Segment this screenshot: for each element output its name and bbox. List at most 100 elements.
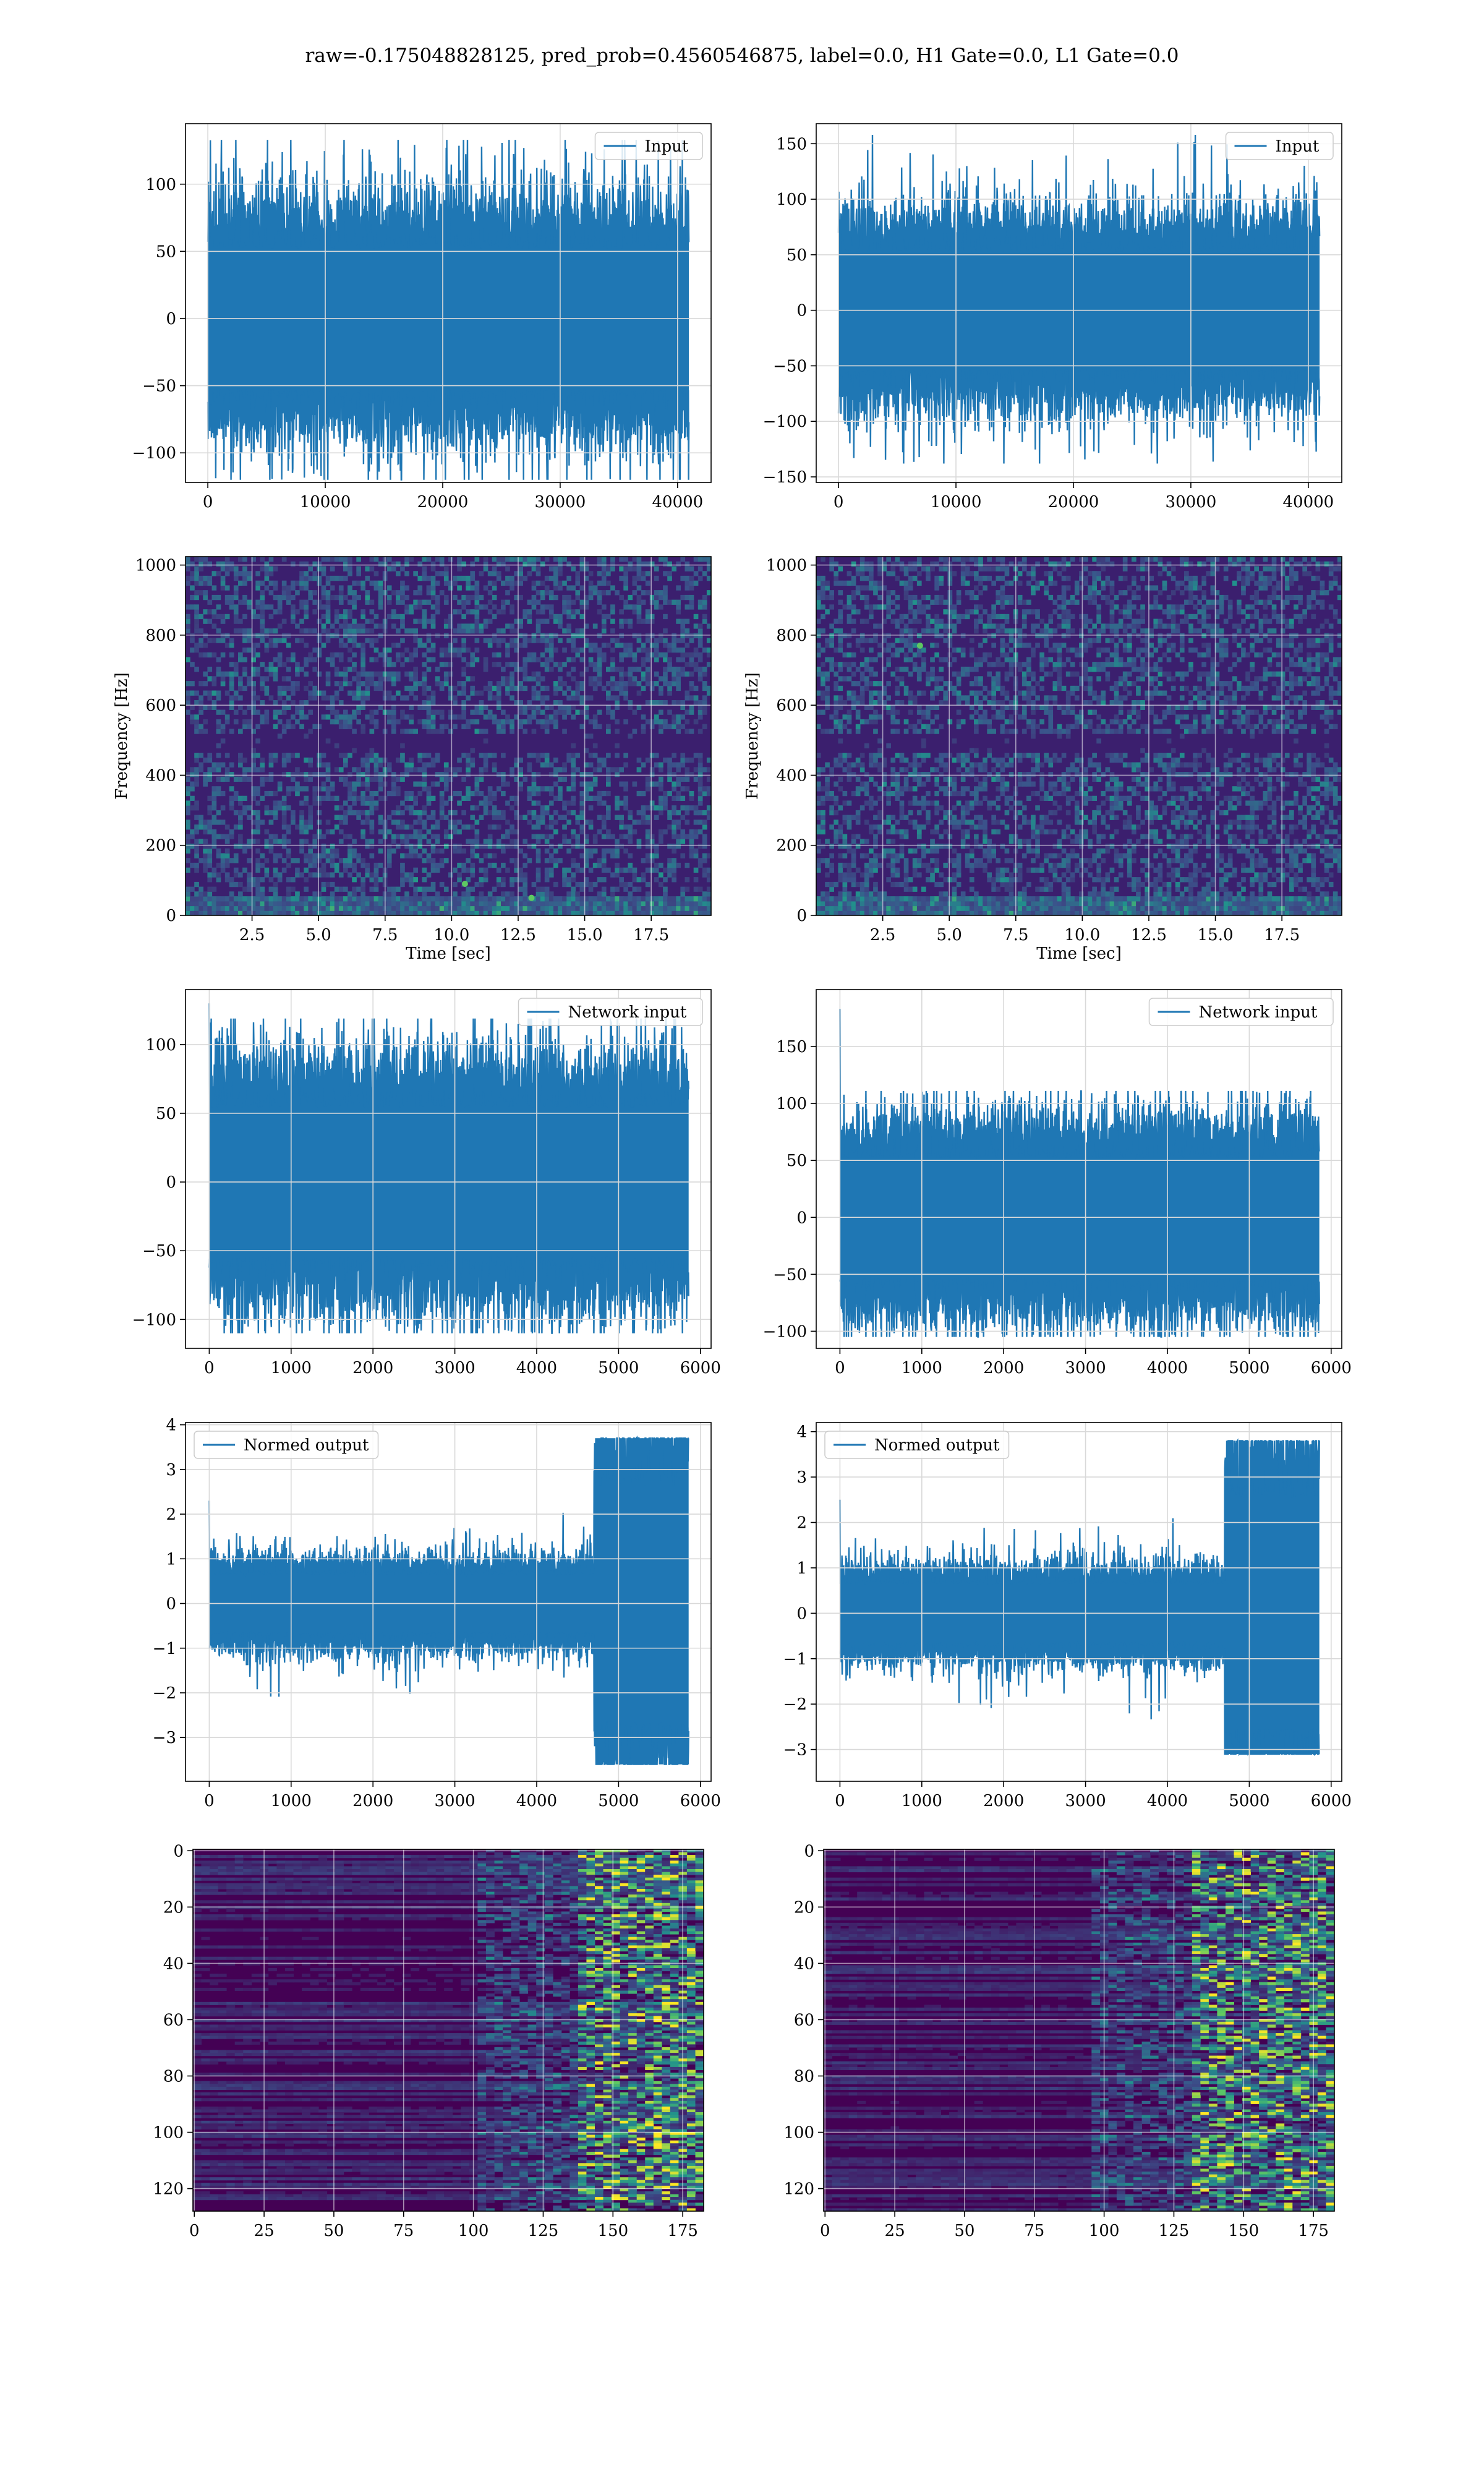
spectrogram-cell xyxy=(535,820,541,825)
spectrogram-cell xyxy=(233,881,239,888)
spectrogram-cell xyxy=(615,839,620,844)
spectrogram-cell xyxy=(916,862,922,868)
spectrogram-cell xyxy=(220,738,226,744)
spectrogram-cell xyxy=(527,609,532,615)
spectrogram-cell xyxy=(291,690,296,696)
spectrogram-cell xyxy=(286,666,291,672)
spectrogram-cell xyxy=(251,767,256,773)
spectrogram-cell xyxy=(623,805,628,811)
spectrogram-cell xyxy=(186,618,190,624)
spectrogram-cell xyxy=(825,580,830,586)
spectrogram-cell xyxy=(186,891,190,897)
spectrogram-cell xyxy=(260,580,265,586)
spectrogram-cell xyxy=(422,719,427,725)
spectrogram-cell xyxy=(186,834,190,839)
spectrogram-cell xyxy=(295,790,300,797)
spectrogram-cell xyxy=(535,580,541,586)
spectrogram-cell xyxy=(571,585,576,591)
spectrogram-cell xyxy=(548,910,554,915)
spectrogram-cell xyxy=(400,594,405,601)
spectrogram-cell xyxy=(247,647,252,653)
spectrogram-cell xyxy=(242,666,247,672)
spectrogram-cell xyxy=(352,666,357,672)
spectrogram-cell xyxy=(684,580,690,586)
spectrogram-cell xyxy=(466,647,471,653)
spectrogram-cell xyxy=(535,891,541,897)
spectrogram-cell xyxy=(365,753,370,758)
spectrogram-cell xyxy=(224,877,230,883)
spectrogram-cell xyxy=(649,839,655,844)
spectrogram-cell xyxy=(522,862,528,868)
spectrogram-cell xyxy=(448,671,453,677)
spectrogram-cell xyxy=(855,571,861,576)
spectrogram-cell xyxy=(260,662,265,667)
spectrogram-cell xyxy=(247,633,252,638)
spectrogram-cell xyxy=(273,585,278,591)
spectrogram-cell xyxy=(535,609,541,615)
spectrogram-cell xyxy=(869,719,874,725)
spectrogram-cell xyxy=(378,795,383,801)
spectrogram-cell xyxy=(693,853,699,858)
spectrogram-cell xyxy=(186,776,190,782)
spectrogram-cell xyxy=(636,901,642,907)
spectrogram-cell xyxy=(597,676,602,682)
spectrogram-cell xyxy=(470,623,475,629)
spectrogram-cell xyxy=(443,662,449,667)
spectrogram-cell xyxy=(286,719,291,725)
spectrogram-cell xyxy=(654,671,659,677)
spectrogram-cell xyxy=(400,872,405,878)
spectrogram-cell xyxy=(255,585,260,591)
spectrogram-cell xyxy=(417,753,423,758)
spectrogram-cell xyxy=(365,590,370,596)
spectrogram-cell xyxy=(672,647,676,653)
spectrogram-cell xyxy=(470,709,475,715)
spectrogram-cell xyxy=(260,594,265,601)
spectrogram-cell xyxy=(579,724,585,729)
spectrogram-cell xyxy=(659,839,663,844)
spectrogram-cell xyxy=(295,867,300,873)
spectrogram-cell xyxy=(851,704,856,710)
spectrogram-cell xyxy=(255,666,260,672)
spectrogram-cell xyxy=(268,695,274,701)
spectrogram-cell xyxy=(409,910,414,915)
spectrogram-cell xyxy=(501,753,506,758)
spectrogram-cell xyxy=(895,910,900,915)
spectrogram-cell xyxy=(255,695,260,701)
spectrogram-cell xyxy=(846,643,852,648)
spectrogram-cell xyxy=(632,557,638,562)
spectrogram-cell xyxy=(295,772,300,777)
spectrogram-cell xyxy=(321,867,326,873)
spectrogram-cell xyxy=(672,566,676,571)
spectrogram-cell xyxy=(334,910,339,915)
spectrogram-cell xyxy=(501,881,506,888)
spectrogram-cell xyxy=(348,781,352,787)
spectrogram-cell xyxy=(194,891,199,897)
spectrogram-cell xyxy=(829,910,834,915)
spectrogram-cell xyxy=(321,834,326,839)
spectrogram-cell xyxy=(369,824,375,830)
spectrogram-cell xyxy=(697,762,703,768)
spectrogram-cell xyxy=(588,734,594,739)
figure-title: raw=-0.175048828125, pred_prob=0.4560546… xyxy=(305,45,1179,67)
spectrogram-cell xyxy=(908,643,913,648)
spectrogram-cell xyxy=(859,872,865,878)
spectrogram-cell xyxy=(435,753,440,758)
spectrogram-cell xyxy=(851,790,856,797)
spectrogram-cell xyxy=(457,877,462,883)
spectrogram-cell xyxy=(277,905,283,911)
spectrogram-cell xyxy=(308,805,313,811)
spectrogram-cell xyxy=(895,676,900,682)
spectrogram-cell xyxy=(453,867,458,873)
spectrogram-cell xyxy=(654,896,659,902)
spectrogram-cell xyxy=(838,829,843,835)
spectrogram-cell xyxy=(448,905,453,911)
spectrogram-cell xyxy=(684,652,690,657)
spectrogram-cell xyxy=(672,786,676,792)
spectrogram-cell xyxy=(216,905,221,911)
spectrogram-cell xyxy=(479,767,484,773)
spectrogram-cell xyxy=(501,729,506,734)
spectrogram-cell xyxy=(672,910,676,915)
spectrogram-cell xyxy=(417,585,423,591)
spectrogram-cell xyxy=(312,858,318,863)
spectrogram-cell xyxy=(224,714,230,720)
